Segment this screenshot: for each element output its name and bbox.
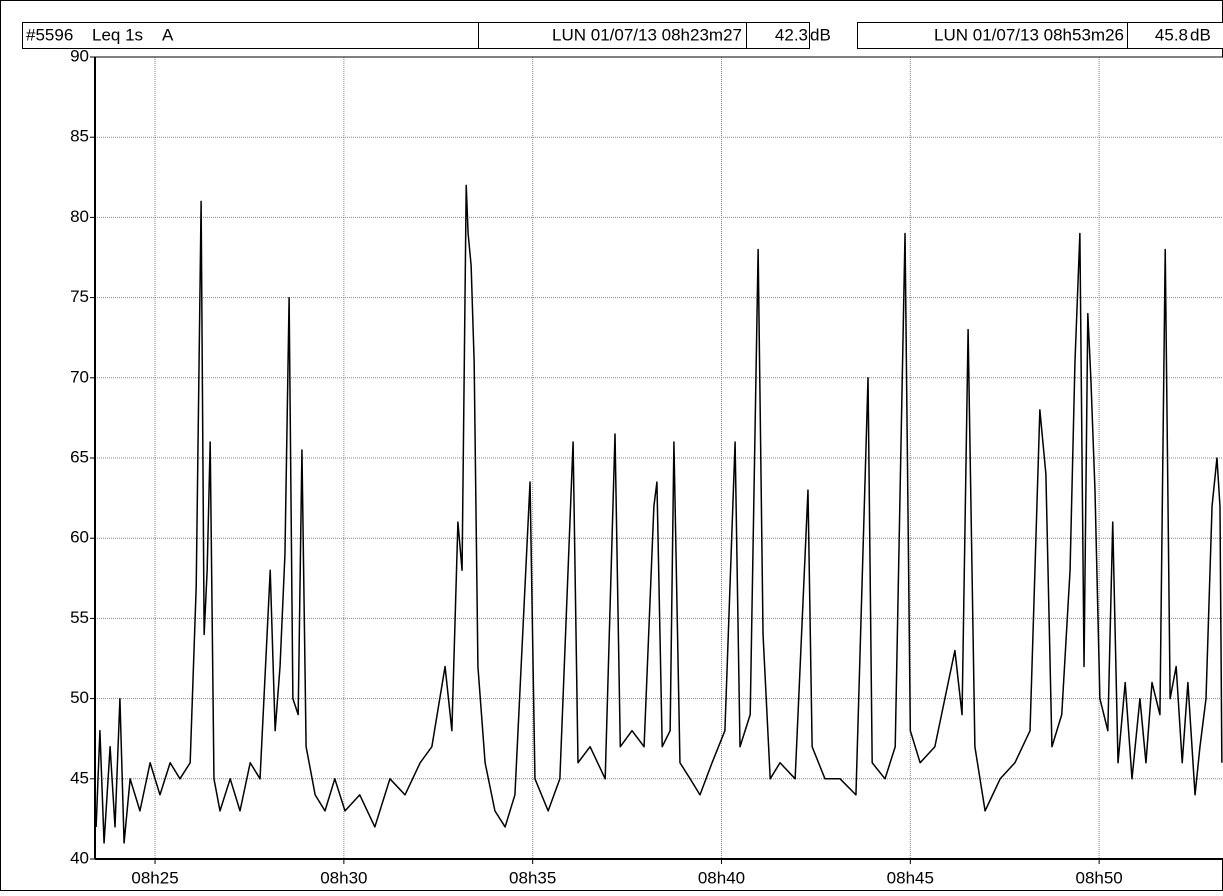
cursor2-unit: dB	[1190, 25, 1211, 44]
y-tick-label: 55	[70, 608, 89, 627]
y-tick-label: 50	[70, 688, 89, 707]
cursor1-time: LUN 01/07/13 08h23m27	[552, 25, 742, 44]
x-tick-label: 08h45	[887, 868, 934, 887]
y-tick-label: 40	[70, 848, 89, 867]
x-tick-label: 08h25	[131, 868, 178, 887]
header-weighting: A	[162, 25, 174, 44]
y-tick-label: 45	[70, 768, 89, 787]
y-tick-label: 90	[70, 46, 89, 65]
y-tick-label: 80	[70, 207, 89, 226]
y-tick-label: 85	[70, 127, 89, 146]
header-box	[23, 23, 479, 49]
header-measure: Leq 1s	[92, 25, 143, 44]
cursor2-value: 45.8	[1155, 25, 1188, 44]
y-tick-label: 65	[70, 447, 89, 466]
cursor1-value: 42.3	[775, 25, 808, 44]
header-id: #5596	[26, 25, 73, 44]
cursor1-unit: dB	[810, 25, 831, 44]
x-tick-label: 08h35	[509, 868, 556, 887]
y-tick-label: 70	[70, 367, 89, 386]
x-tick-label: 08h40	[698, 868, 745, 887]
cursor2-time: LUN 01/07/13 08h53m26	[934, 25, 1124, 44]
x-tick-label: 08h30	[320, 868, 367, 887]
y-tick-label: 60	[70, 528, 89, 547]
x-tick-label: 08h50	[1075, 868, 1122, 887]
y-tick-label: 75	[70, 287, 89, 306]
